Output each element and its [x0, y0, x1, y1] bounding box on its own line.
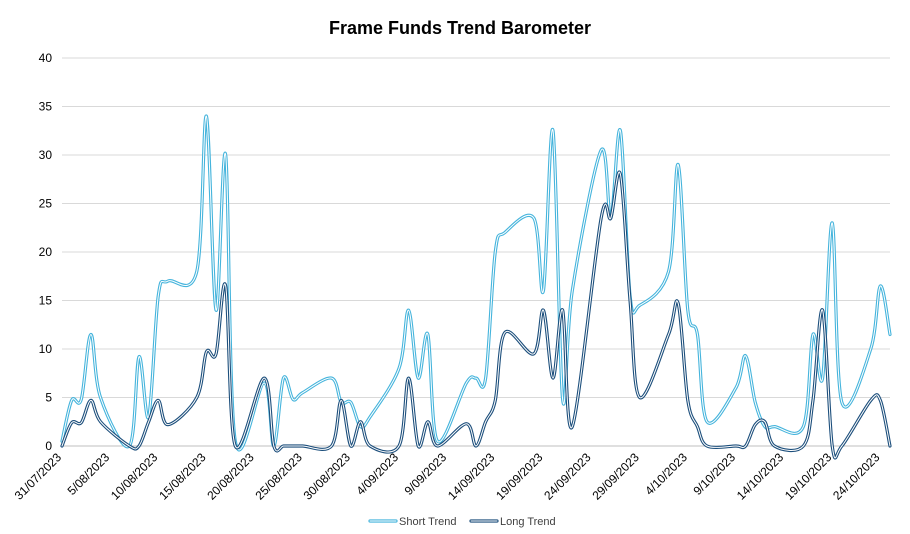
- series-short-trend: [60, 114, 892, 452]
- x-tick-label: 20/08/2023: [204, 450, 257, 503]
- series-line-inner-short-trend: [61, 115, 891, 451]
- series-line-long-trend: [60, 170, 892, 460]
- y-tick-label: 15: [39, 294, 53, 308]
- x-tick-label: 14/10/2023: [734, 450, 787, 503]
- y-tick-label: 25: [39, 197, 53, 211]
- x-tick-label: 24/10/2023: [830, 450, 883, 503]
- series-line-short-trend: [60, 114, 892, 452]
- x-tick-label: 24/09/2023: [541, 450, 594, 503]
- x-tick-label: 31/07/2023: [12, 450, 65, 503]
- series-long-trend: [60, 170, 892, 460]
- legend: Short Trend Long Trend: [368, 516, 556, 528]
- x-tick-label: 19/09/2023: [493, 450, 546, 503]
- x-tick-label: 9/10/2023: [690, 450, 738, 498]
- chart-title: Frame Funds Trend Barometer: [329, 18, 591, 38]
- y-tick-label: 20: [39, 245, 53, 259]
- y-axis-ticks: 0 5 10 15 20 25 30 35 40: [39, 51, 53, 453]
- legend-item-short-trend: Short Trend: [368, 516, 456, 528]
- x-tick-label: 5/08/2023: [65, 450, 113, 498]
- y-tick-label: 10: [39, 342, 53, 356]
- y-tick-label: 40: [39, 51, 53, 65]
- x-tick-label: 10/08/2023: [108, 450, 161, 503]
- x-tick-label: 19/10/2023: [782, 450, 835, 503]
- legend-item-long-trend: Long Trend: [469, 516, 556, 528]
- x-tick-label: 9/09/2023: [402, 450, 450, 498]
- x-tick-label: 4/09/2023: [353, 450, 401, 498]
- x-axis-ticks: 31/07/2023 5/08/202310/08/202315/08/20232…: [12, 450, 883, 503]
- legend-label: Long Trend: [500, 516, 556, 528]
- legend-label: Short Trend: [399, 516, 456, 528]
- series-line-inner-long-trend: [61, 171, 891, 459]
- y-tick-label: 30: [39, 148, 53, 162]
- x-tick-label: 25/08/2023: [252, 450, 305, 503]
- y-tick-label: 0: [45, 439, 52, 453]
- y-tick-label: 5: [45, 391, 52, 405]
- x-tick-label: 30/08/2023: [301, 450, 354, 503]
- x-tick-label: 4/10/2023: [642, 450, 690, 498]
- x-tick-label: 15/08/2023: [156, 450, 209, 503]
- x-tick-label: 14/09/2023: [445, 450, 498, 503]
- gridlines: [62, 57, 890, 447]
- y-tick-label: 35: [39, 100, 53, 114]
- series-lines: [60, 114, 892, 460]
- x-tick-label: 29/09/2023: [589, 450, 642, 503]
